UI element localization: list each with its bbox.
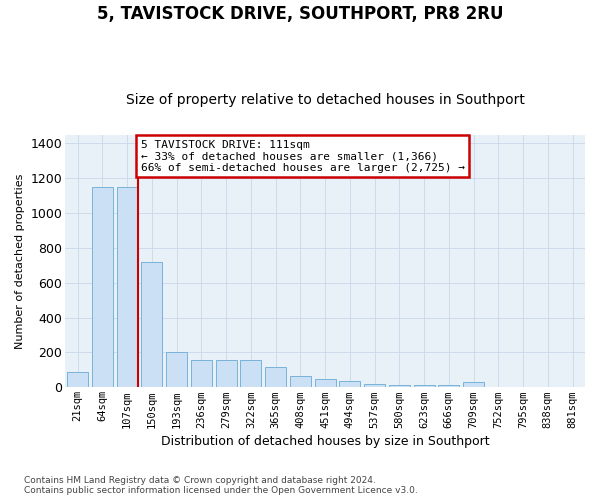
Title: Size of property relative to detached houses in Southport: Size of property relative to detached ho… bbox=[125, 93, 524, 107]
Bar bbox=[116, 187, 137, 388]
Bar bbox=[92, 187, 113, 388]
Bar bbox=[265, 367, 286, 388]
Bar bbox=[463, 382, 484, 388]
Y-axis label: Number of detached properties: Number of detached properties bbox=[15, 173, 25, 348]
Text: Contains HM Land Registry data © Crown copyright and database right 2024.
Contai: Contains HM Land Registry data © Crown c… bbox=[24, 476, 418, 495]
Bar bbox=[340, 381, 361, 388]
Bar bbox=[67, 372, 88, 388]
Bar bbox=[166, 352, 187, 388]
X-axis label: Distribution of detached houses by size in Southport: Distribution of detached houses by size … bbox=[161, 434, 490, 448]
Bar bbox=[389, 384, 410, 388]
Bar bbox=[241, 360, 262, 388]
Text: 5, TAVISTOCK DRIVE, SOUTHPORT, PR8 2RU: 5, TAVISTOCK DRIVE, SOUTHPORT, PR8 2RU bbox=[97, 5, 503, 23]
Bar bbox=[314, 378, 335, 388]
Bar bbox=[290, 376, 311, 388]
Bar bbox=[488, 387, 509, 388]
Bar bbox=[364, 384, 385, 388]
Bar bbox=[142, 262, 163, 388]
Bar bbox=[215, 360, 236, 388]
Bar bbox=[413, 384, 434, 388]
Bar bbox=[439, 384, 460, 388]
Text: 5 TAVISTOCK DRIVE: 111sqm
← 33% of detached houses are smaller (1,366)
66% of se: 5 TAVISTOCK DRIVE: 111sqm ← 33% of detac… bbox=[141, 140, 465, 173]
Bar bbox=[191, 360, 212, 388]
